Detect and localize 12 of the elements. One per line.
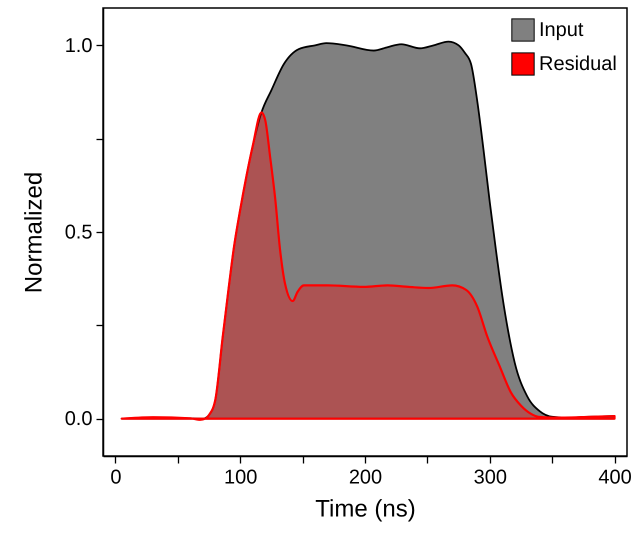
- x-tick-label: 0: [110, 466, 122, 488]
- x-tick-label: 200: [348, 466, 382, 488]
- y-tick-label: 0.0: [64, 408, 92, 430]
- x-tick-label: 100: [224, 466, 258, 488]
- y-tick-label: 1.0: [64, 34, 92, 57]
- y-axis-title: Normalized: [20, 172, 48, 294]
- x-axis-title: Time (ns): [315, 496, 416, 522]
- legend-label: Residual: [539, 53, 617, 75]
- legend-label: Input: [539, 19, 584, 41]
- x-tick-label: 300: [474, 466, 507, 488]
- x-tick-label: 400: [598, 466, 632, 488]
- y-tick-label: 0.5: [64, 222, 92, 244]
